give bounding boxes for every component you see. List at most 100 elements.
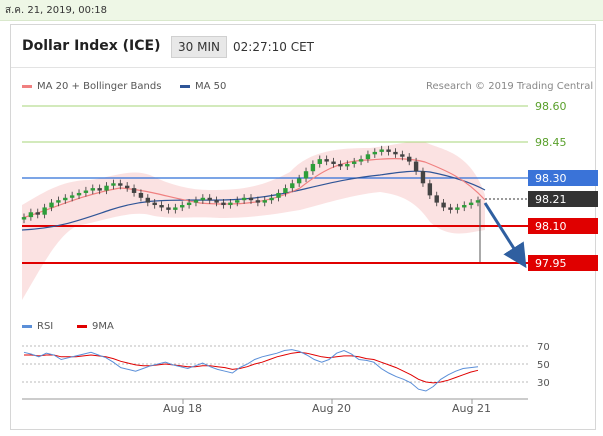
candle-body [413,161,419,172]
level-label-98-60: 98.60 [535,100,567,113]
candle-body [475,200,481,203]
top-bar: ส.ค. 21, 2019, 00:18 [0,0,603,21]
candle-body [21,217,27,220]
candle-body [228,202,233,206]
candle-body [379,149,384,152]
level-label-98-30: 98.30 [535,172,567,185]
rsi-swatch [22,324,32,328]
candle-body [76,192,82,196]
x-label-aug20: Aug 20 [312,402,351,415]
candle-body [248,197,254,201]
label-box-98-21 [528,191,598,207]
candle-body [283,188,288,193]
candle-body [207,197,212,201]
legend-9ma: 9MA [77,321,114,332]
candle-body [124,185,130,189]
candle-body [400,154,405,157]
level-label-97-95: 97.95 [535,257,567,270]
candle-body [331,161,336,164]
rsi-axis-30: 30 [537,378,550,389]
candle-body [28,212,34,218]
projection-arrow [483,202,527,269]
ma20-line [21,158,486,219]
level-label-98-21: 98.21 [535,193,567,206]
legend-9ma-label: 9MA [92,321,114,332]
rsi-ma-swatch [77,324,87,328]
candle-body [276,192,281,198]
candle-body [386,149,391,152]
candle-body [186,202,192,206]
candle-body [56,200,61,203]
candle-body [455,207,460,210]
legend-ma50-label: MA 50 [195,81,227,92]
candle-body [427,183,433,196]
candle-body [69,195,75,198]
candle-body [145,197,151,203]
legend-rsi-label: RSI [37,321,54,332]
rsi-axis-50: 50 [537,360,550,371]
candle-body [372,151,378,155]
chart-title: Dollar Index (ICE) [22,38,161,54]
candle-body [365,154,371,160]
candle-body [393,151,398,155]
rsi-axis-70: 70 [537,342,550,353]
candle-body [180,205,185,208]
timeframe-selector[interactable]: 30 MIN [171,36,227,58]
candle-body [131,188,137,193]
candle-body [448,207,453,210]
candle-body [221,202,226,206]
candle-body [407,156,412,162]
candle-body [138,192,144,198]
candle-body [351,161,357,164]
candle-body [152,202,157,206]
candle-body [193,200,199,203]
candle-body [338,163,343,167]
candle-body [63,197,68,201]
candlestick-series [21,145,481,224]
x-label-aug18: Aug 18 [163,402,202,415]
datetime-label: ส.ค. 21, 2019, 00:18 [5,5,108,16]
candle-body [83,190,89,193]
rsi-line [23,349,479,392]
candle-body [290,183,295,189]
candle-body [35,212,40,215]
candle-body [345,163,350,167]
x-label-aug21: Aug 21 [452,402,491,415]
legend-ma20-label: MA 20 + Bollinger Bands [37,81,162,92]
candle-body [310,163,316,172]
candle-body [468,202,474,206]
candle-body [255,200,261,203]
rsi-ma-line [24,351,479,384]
label-box-98-30 [528,170,598,186]
candle-body [441,202,446,208]
candle-body [159,205,164,208]
candle-body [262,200,267,203]
candle-body [434,195,439,203]
candle-body [462,205,467,208]
candle-body [173,207,178,210]
candle-body [97,188,102,191]
bollinger-band-area [22,141,485,300]
legend-rsi: RSI [22,321,53,332]
candle-body [317,159,322,164]
header-divider [11,67,595,68]
legend-ma20: MA 20 + Bollinger Bands [22,81,161,92]
candle-body [214,200,219,203]
candle-body [42,207,47,215]
ma50-line [21,170,486,231]
ma20-swatch [22,84,32,88]
copyright-text: Research © 2019 Trading Central [426,81,594,92]
candle-body [90,188,95,191]
candle-body [166,207,171,210]
level-label-98-45: 98.45 [535,136,567,149]
candle-body [241,197,247,201]
timestamp: 02:27:10 CET [233,40,314,54]
candle-body [104,185,109,191]
ma50-swatch [180,84,190,88]
candle-body [200,197,206,201]
candle-body [235,200,240,203]
candle-body [111,183,116,186]
legend-ma50: MA 50 [180,81,226,92]
candle-body [358,159,364,162]
